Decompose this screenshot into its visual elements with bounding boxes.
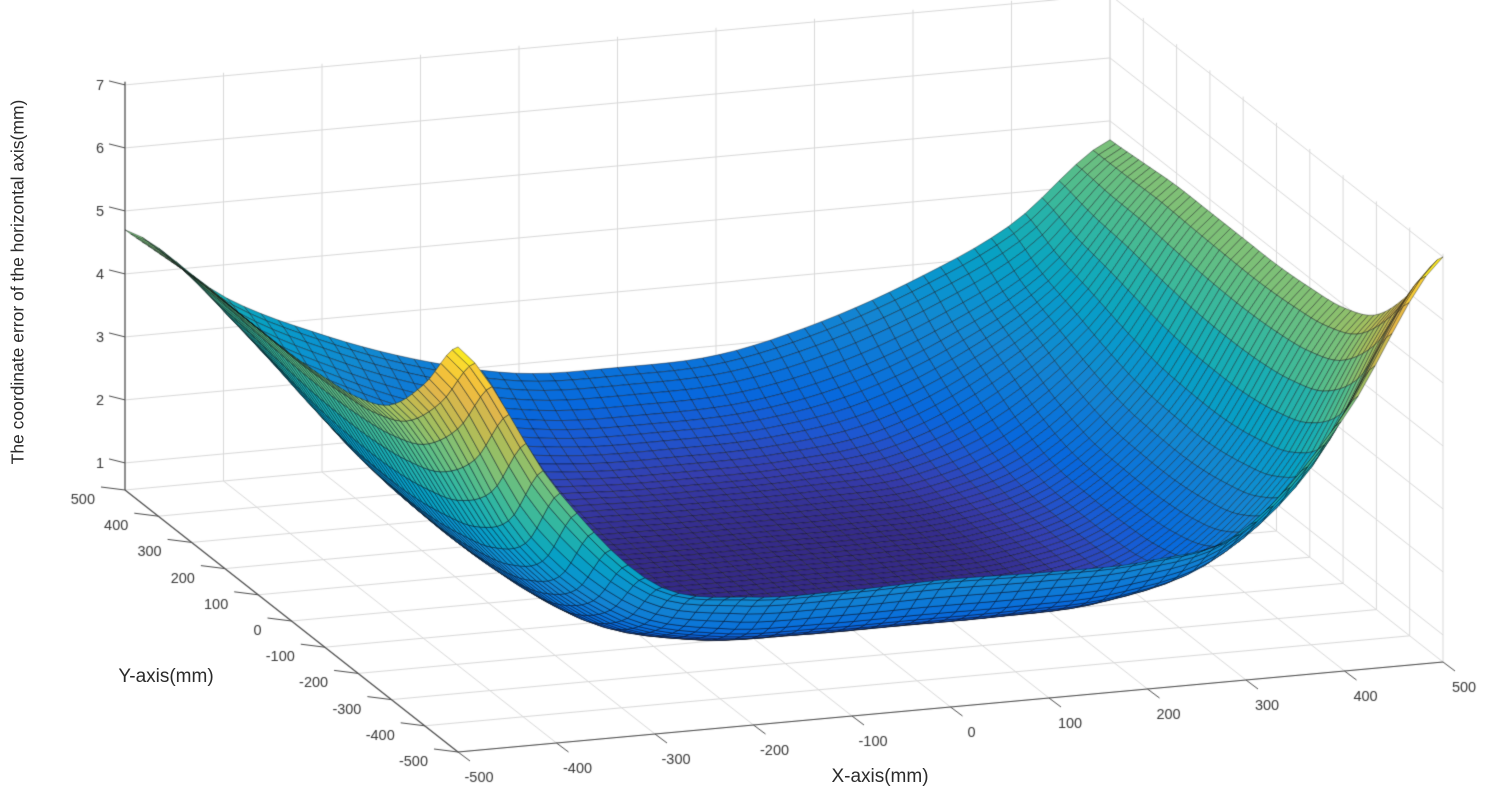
y-axis-title: Y-axis(mm)	[118, 666, 214, 687]
x-axis-title: X-axis(mm)	[831, 766, 929, 787]
z-axis-title: The coordinate error of the horizontal a…	[7, 99, 28, 465]
